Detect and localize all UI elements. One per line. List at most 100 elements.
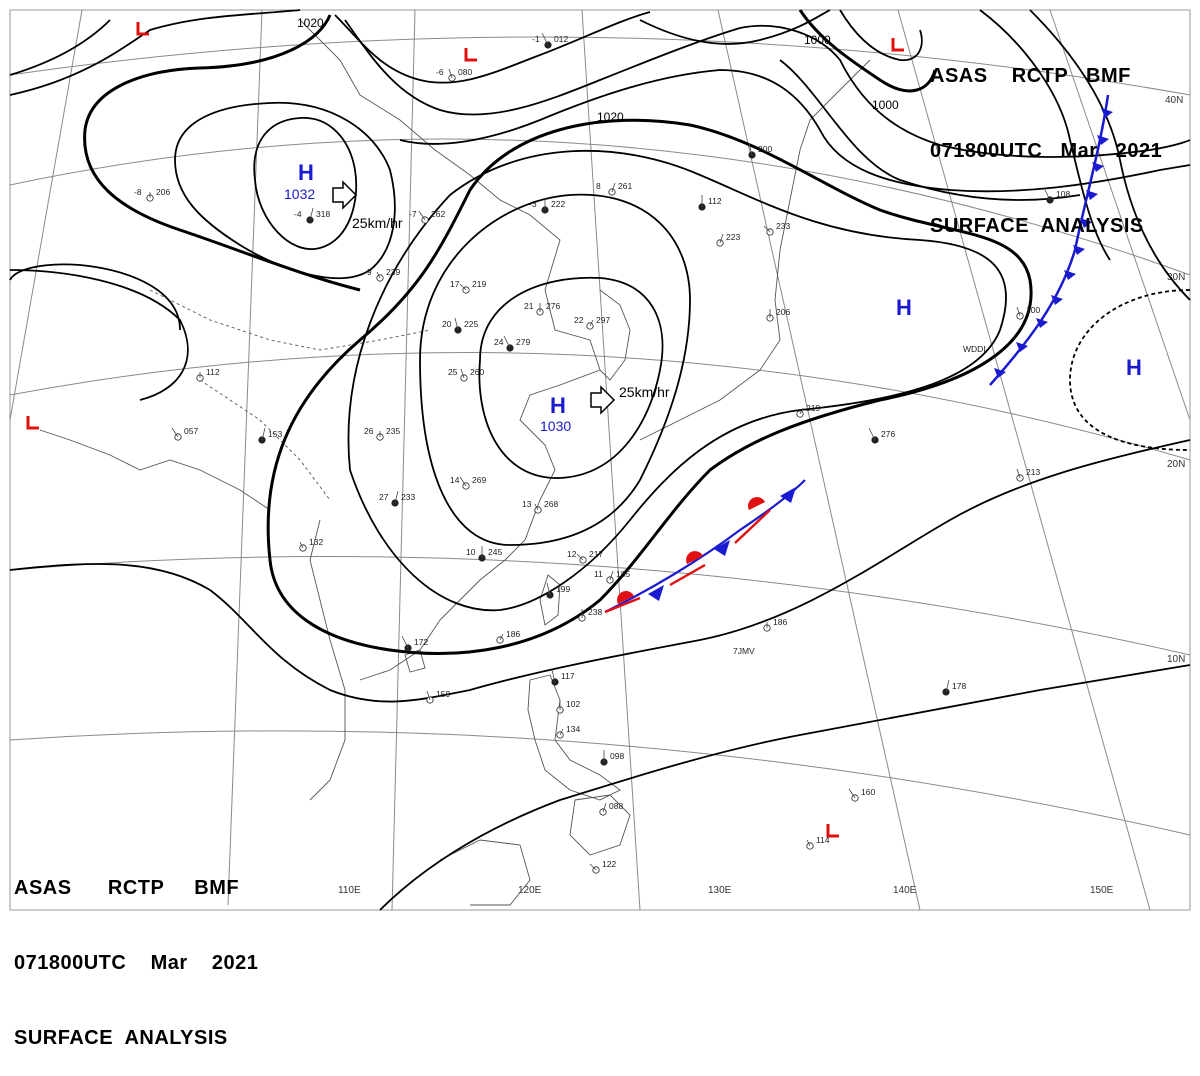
wind-barb — [719, 233, 724, 244]
map-frame — [9, 9, 1191, 911]
station-pressure: 122 — [602, 859, 616, 869]
station-plot: 153 — [258, 427, 282, 444]
isobar-1012 — [379, 664, 1191, 911]
wind-barb — [309, 207, 314, 221]
wind-barb — [945, 679, 950, 693]
station-plot: 199 — [546, 582, 570, 599]
wind-barb — [546, 582, 551, 596]
station-plot: 318 -4 — [294, 207, 330, 224]
station-pressure: 186 — [506, 629, 520, 639]
station-pressure: 102 — [566, 699, 580, 709]
isobar-1020-north — [83, 14, 361, 292]
coast-luzon — [527, 674, 621, 801]
coast-indochina — [309, 519, 346, 801]
isobar-north-2 — [9, 19, 111, 76]
station-plot: 172 — [401, 635, 428, 652]
cold-front-tooth — [1073, 245, 1085, 255]
isobar-high1-inner — [253, 117, 358, 251]
station-plot: 223 — [716, 232, 740, 247]
isobar-high1-1028 — [174, 101, 396, 280]
station-pressure: 279 — [516, 337, 530, 347]
lon-label-150e: 150E — [1090, 885, 1114, 896]
isobar-east — [1029, 9, 1191, 301]
wind-barb — [454, 317, 459, 331]
station-temperature: 21 — [524, 301, 534, 311]
station-plot: 100 — [1016, 305, 1040, 320]
station-pressure: 114 — [816, 835, 830, 845]
station-plot: 117 — [551, 669, 575, 686]
pressure-centers: H 1032 H 1030 H H — [284, 160, 1142, 434]
station-pressure: 239 — [386, 267, 400, 277]
motion-label-2: 25km/hr — [619, 384, 670, 400]
station-plot: 160 — [848, 787, 875, 802]
station-temperature: -8 — [134, 187, 142, 197]
map-header-bottom-left: ASAS RCTP BMF 071800UTC Mar 2021 SURFACE… — [14, 826, 258, 1076]
station-pressure: 235 — [386, 426, 400, 436]
station-temperature: 20 — [442, 319, 452, 329]
lat-label-40n: 40N — [1165, 95, 1183, 106]
low-center-5 — [826, 824, 839, 838]
isobar-low-1000 — [798, 9, 937, 93]
high-center-1-value: 1032 — [284, 186, 315, 202]
station-temperature: -7 — [409, 209, 417, 219]
wind-barb — [799, 407, 804, 415]
isobar-label-1000-b: 1000 — [872, 98, 899, 112]
wind-barb — [611, 182, 616, 193]
wind-barb — [551, 669, 556, 683]
meridian-140e — [717, 9, 921, 911]
station-plot: 186 — [496, 629, 520, 644]
station-pressure: 199 — [556, 584, 570, 594]
station-pressure: 206 — [776, 307, 790, 317]
station-plot: 260 25 — [448, 367, 484, 382]
high-center-4-label: H — [1126, 355, 1142, 380]
station-plot: 132 — [299, 537, 323, 552]
map-header-top-right: ASAS RCTP BMF 071800UTC Mar 2021 SURFACE… — [930, 14, 1162, 264]
wind-barb — [848, 788, 856, 799]
wind-barb — [401, 635, 409, 649]
wind-barb — [499, 633, 504, 641]
lat-label-30n: 30N — [1167, 272, 1185, 283]
station-pressure: 134 — [566, 724, 580, 734]
station-temperature: -3 — [529, 199, 537, 209]
low-center-2: L — [464, 48, 477, 62]
parallel-40n — [9, 36, 1191, 96]
wind-barb — [261, 427, 266, 441]
isobar-east-high — [1069, 289, 1191, 451]
station-pressure: 186 — [773, 617, 787, 627]
wind-barb — [448, 68, 453, 79]
wind-barb — [459, 283, 467, 291]
isobar-1020-main — [266, 118, 1033, 655]
station-pressure: 225 — [464, 319, 478, 329]
station-pressure: 178 — [952, 681, 966, 691]
cold-front-tooth — [1064, 270, 1076, 280]
station-pressure: 153 — [268, 429, 282, 439]
cold-front-tooth — [994, 368, 1006, 378]
cold-front-triangle — [648, 585, 664, 601]
high-center-3-label: H — [896, 295, 912, 320]
cold-front-tooth — [1092, 162, 1104, 172]
station-plot: 219 — [796, 403, 820, 418]
footer-line-station: ASAS RCTP BMF — [14, 877, 240, 899]
station-pressure: 088 — [609, 801, 623, 811]
wind-barb — [1043, 187, 1051, 201]
motion-arrow-2 — [590, 385, 616, 415]
station-plot: 225 20 — [442, 317, 478, 334]
cold-front-tooth — [1016, 342, 1028, 352]
isobar-north-1 — [9, 9, 301, 96]
station-temperature: 13 — [522, 499, 532, 509]
grid-labels: 110E 120E 130E 140E 150E 40N 30N 20N 10N — [338, 95, 1185, 896]
isobar-north-7 — [779, 59, 1081, 201]
isobar-north-4 — [344, 19, 1191, 158]
station-plot: 276 — [868, 427, 895, 444]
station-plot: 114 — [806, 835, 830, 850]
motion-arrows: 25km/hr 25km/hr — [332, 180, 670, 415]
station-plot: 102 — [556, 699, 580, 714]
wind-barb — [460, 368, 465, 379]
station-pressure: 219 — [806, 403, 820, 413]
station-pressure: 117 — [561, 671, 575, 681]
station-pressure: 233 — [401, 492, 415, 502]
wind-barb — [541, 32, 549, 46]
header-line-title: SURFACE ANALYSIS — [930, 215, 1144, 237]
isobar-high2-1028 — [419, 193, 691, 546]
cold-front-tooth — [1097, 135, 1109, 145]
